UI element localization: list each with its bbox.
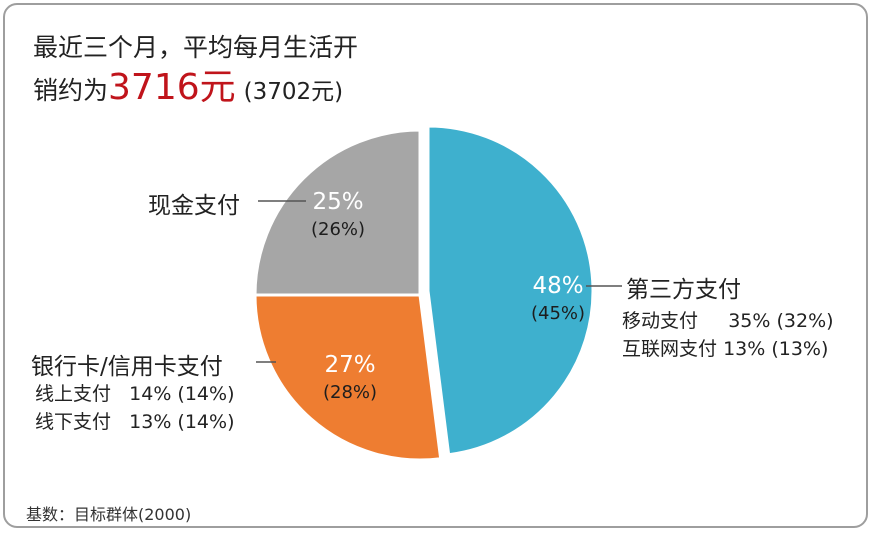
slice-previous-cash: (26%) <box>310 219 366 240</box>
breakdown-row: 互联网支付 13% (13%) <box>622 335 834 363</box>
breakdown-value: 14% <box>129 383 172 405</box>
breakdown-row: 线下支付 13% (14%) <box>35 408 234 436</box>
breakdown-name: 线下支付 <box>35 411 112 433</box>
slice-previous-card: (28%) <box>322 382 378 403</box>
breakdown-name: 互联网支付 <box>622 338 718 360</box>
slice-value-card: 27% <box>324 352 376 378</box>
base-note: 基数：目标群体(2000) <box>26 505 192 524</box>
headline-previous: (3702元) <box>243 79 344 105</box>
breakdown-previous: (14%) <box>177 411 235 433</box>
pie-slice-card <box>253 293 443 462</box>
category-label-cash: 现金支付 <box>148 193 240 219</box>
breakdown-card: 线上支付 14% (14%) 线下支付 13% (14%) <box>35 380 234 436</box>
slice-value-third-party: 48% <box>532 273 584 299</box>
headline-amount: 3716元 <box>108 67 236 108</box>
breakdown-row: 线上支付 14% (14%) <box>35 380 234 408</box>
headline: 最近三个月，平均每月生活开 销约为3716元 (3702元) <box>33 28 358 112</box>
breakdown-previous: (32%) <box>776 310 834 332</box>
category-label-card: 银行卡/信用卡支付 <box>31 354 223 380</box>
breakdown-previous: (13%) <box>771 338 829 360</box>
headline-line1: 最近三个月，平均每月生活开 <box>33 33 359 62</box>
breakdown-row: 移动支付 35% (32%) <box>622 307 834 335</box>
headline-line2: 销约为3716元 (3702元) <box>33 68 358 112</box>
headline-prefix: 销约为 <box>33 76 109 105</box>
breakdown-value: 13% <box>723 338 766 360</box>
slice-previous-third-party: (45%) <box>530 303 586 324</box>
pie-slice-third-party <box>426 124 595 457</box>
breakdown-value: 13% <box>129 411 172 433</box>
breakdown-value: 35% <box>728 310 771 332</box>
category-label-third-party: 第三方支付 <box>626 277 741 303</box>
slice-label-card: 27% (28%) <box>310 350 390 406</box>
breakdown-name: 线上支付 <box>35 383 112 405</box>
slice-value-cash: 25% <box>312 189 364 215</box>
breakdown-third-party: 移动支付 35% (32%) 互联网支付 13% (13%) <box>622 307 834 363</box>
pie-slice-cash <box>253 128 422 297</box>
breakdown-name: 移动支付 <box>622 310 699 332</box>
breakdown-previous: (14%) <box>177 383 235 405</box>
slice-label-third-party: 48% (45%) <box>518 271 598 327</box>
slice-label-cash: 25% (26%) <box>298 187 378 243</box>
